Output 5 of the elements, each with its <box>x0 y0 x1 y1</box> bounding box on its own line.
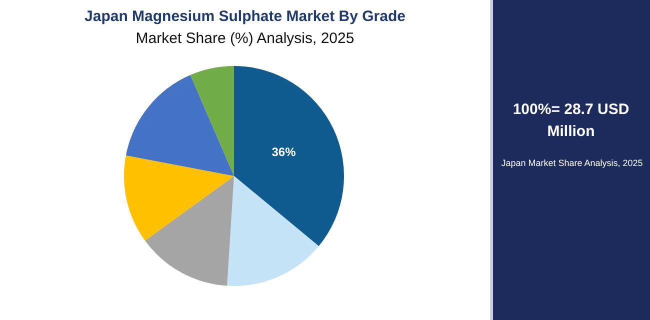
chart-title: Japan Magnesium Sulphate Market By Grade <box>84 8 406 25</box>
chart-subtitle: Market Share (%) Analysis, 2025 <box>134 30 356 47</box>
data-label: 36% <box>272 144 296 159</box>
text: 100%= 28.7 USD Million <box>512 100 630 142</box>
text: Japan Market Share Analysis, 2025 <box>500 158 644 168</box>
